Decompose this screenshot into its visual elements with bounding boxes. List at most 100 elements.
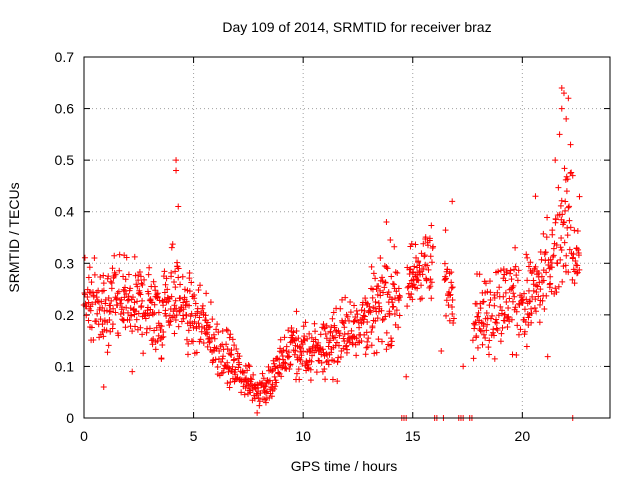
data-point: [558, 84, 565, 91]
data-point: [368, 342, 375, 349]
data-point: [265, 363, 272, 370]
data-point: [138, 302, 145, 309]
data-point: [95, 287, 102, 294]
data-point: [426, 237, 433, 244]
data-point: [120, 317, 127, 324]
data-point: [135, 272, 142, 279]
data-point: [210, 331, 217, 338]
data-point: [229, 363, 236, 370]
data-point: [373, 349, 380, 356]
data-point: [495, 312, 502, 319]
data-point: [424, 262, 431, 269]
data-point: [448, 279, 455, 286]
data-point: [564, 176, 571, 183]
data-point: [151, 327, 158, 334]
data-point: [543, 234, 550, 241]
data-point: [223, 341, 230, 348]
data-point: [137, 324, 144, 331]
data-point: [306, 348, 313, 355]
data-point: [351, 302, 358, 309]
data-point: [526, 298, 533, 305]
data-point: [557, 256, 564, 263]
data-point: [471, 325, 478, 332]
data-point: [383, 264, 390, 271]
data-point: [220, 353, 227, 360]
data-point: [575, 246, 582, 253]
data-point: [486, 302, 493, 309]
data-point: [358, 307, 365, 314]
data-point: [425, 266, 432, 273]
data-point: [271, 385, 278, 392]
data-point: [364, 300, 371, 307]
data-point: [121, 284, 128, 291]
data-point: [517, 326, 524, 333]
data-point: [443, 297, 450, 304]
data-point: [273, 379, 280, 386]
data-point: [295, 335, 302, 342]
data-point: [527, 259, 534, 266]
data-point: [212, 356, 219, 363]
data-point: [175, 274, 182, 281]
data-point: [404, 303, 411, 310]
data-point: [190, 338, 197, 345]
data-point: [427, 253, 434, 260]
data-point: [419, 271, 426, 278]
data-point: [354, 311, 361, 318]
data-point: [347, 309, 354, 316]
data-point: [563, 188, 570, 195]
ticks: 0 0.1 0.2 0.3 0.4 0.5 0.6 0.7 0 5 10 15 20: [55, 49, 610, 444]
data-point: [271, 360, 278, 367]
data-point: [494, 289, 501, 296]
data-point: [247, 389, 254, 396]
data-point: [223, 326, 230, 333]
data-point: [202, 312, 209, 319]
data-point: [395, 285, 402, 292]
data-point: [100, 333, 107, 340]
data-point: [568, 169, 575, 176]
data-point: [336, 332, 343, 339]
data-point: [381, 284, 388, 291]
data-point: [569, 172, 576, 179]
data-point: [477, 327, 484, 334]
data-point: [146, 325, 153, 332]
data-point: [547, 273, 554, 280]
data-point: [175, 203, 182, 210]
data-point: [491, 355, 498, 362]
data-point: [256, 398, 263, 405]
data-point: [527, 298, 534, 305]
data-point: [147, 296, 154, 303]
data-point: [482, 280, 489, 287]
data-point: [296, 376, 303, 383]
data-point: [172, 268, 179, 275]
data-point: [163, 275, 170, 282]
data-point: [574, 269, 581, 276]
data-point: [525, 314, 532, 321]
data-point: [105, 342, 112, 349]
data-point: [553, 241, 560, 248]
data-point: [490, 332, 497, 339]
data-point: [85, 299, 92, 306]
data-point: [443, 312, 450, 319]
data-point: [500, 266, 507, 273]
data-point: [558, 105, 565, 112]
data-point: [544, 353, 551, 360]
data-point: [487, 315, 494, 322]
data-point: [418, 282, 425, 289]
data-point: [372, 298, 379, 305]
data-point: [292, 347, 299, 354]
data-point: [161, 289, 168, 296]
data-point: [479, 341, 486, 348]
data-point: [177, 295, 184, 302]
data-point: [145, 271, 152, 278]
data-point: [348, 327, 355, 334]
data-point: [141, 276, 148, 283]
data-point: [421, 252, 428, 259]
data-point: [514, 322, 521, 329]
data-point: [562, 198, 569, 205]
data-point: [483, 327, 490, 334]
data-point: [410, 281, 417, 288]
data-point: [414, 285, 421, 292]
data-point: [186, 275, 193, 282]
data-point: [533, 308, 540, 315]
data-point: [505, 305, 512, 312]
